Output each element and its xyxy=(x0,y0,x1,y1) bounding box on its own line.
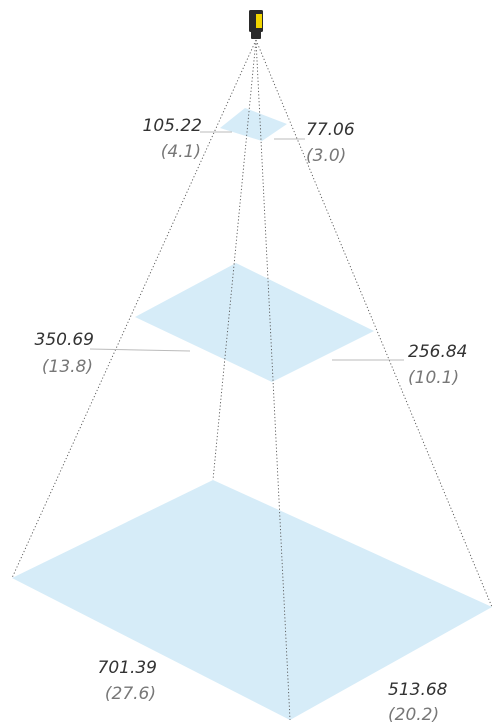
far-width-mm-label: 701.39 xyxy=(98,658,157,678)
mid-width-mm-label: 350.69 xyxy=(35,330,94,350)
pyramid-edge-back xyxy=(212,39,257,481)
leader-mid-width xyxy=(89,348,191,352)
view-plane-mid xyxy=(135,263,374,382)
view-plane-far xyxy=(12,480,492,720)
mid-height-in-label: (10.1) xyxy=(408,368,459,388)
mid-width-in-label: (13.8) xyxy=(42,357,93,377)
near-height-mm-label: 77.06 xyxy=(306,120,355,140)
pyramid-edges xyxy=(11,39,492,721)
pyramid-edge-front xyxy=(255,39,291,721)
far-height-in-label: (20.2) xyxy=(388,705,439,724)
far-width-in-label: (27.6) xyxy=(105,684,156,704)
near-width-mm-label: 105.22 xyxy=(143,116,202,136)
near-height-in-label: (3.0) xyxy=(306,146,346,166)
pyramid-edge-right xyxy=(255,39,492,608)
near-width-in-label: (4.1) xyxy=(161,142,201,162)
camera-icon xyxy=(249,10,263,39)
mid-height-mm-label: 256.84 xyxy=(408,342,467,362)
view-plane-near xyxy=(220,108,287,141)
far-height-mm-label: 513.68 xyxy=(388,680,448,700)
leader-lines xyxy=(89,131,404,361)
